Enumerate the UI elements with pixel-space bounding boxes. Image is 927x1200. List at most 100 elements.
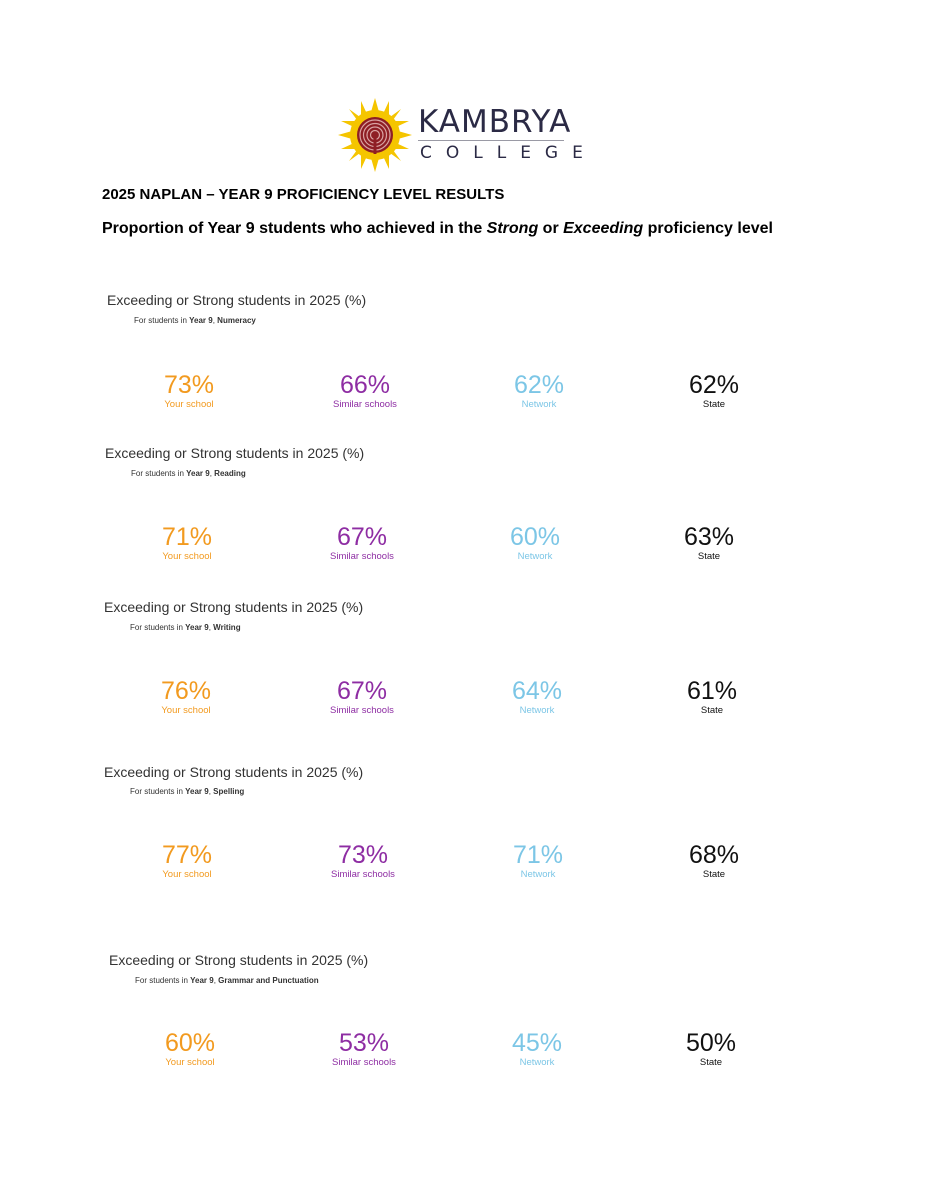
metric-value: 60% — [509, 523, 561, 551]
metric-label: Similar schools — [333, 399, 397, 410]
metric-value: 66% — [339, 371, 391, 399]
metric-value: 67% — [336, 677, 388, 705]
section-year: Year 9 — [189, 316, 213, 325]
section-subtitle-prefix: For students in — [131, 469, 187, 478]
section-domain: Spelling — [213, 787, 245, 796]
page-subtitle: Proportion of Year 9 students who achiev… — [102, 220, 773, 238]
section-year: Year 9 — [185, 623, 209, 632]
metric-value: 45% — [511, 1029, 563, 1057]
metric-value: 67% — [336, 523, 388, 551]
subtitle-or: or — [538, 220, 564, 237]
metric-value: 53% — [338, 1029, 390, 1057]
metric-state: 68% State — [639, 841, 789, 881]
metric-label: State — [702, 399, 726, 410]
section-title: Exceeding or Strong students in 2025 (%) — [109, 952, 369, 968]
metric-network: 60% Network — [460, 523, 610, 563]
section-title: Exceeding or Strong students in 2025 (%) — [104, 764, 364, 780]
metric-your-school: 77% Your school — [112, 841, 262, 881]
section-domain: Grammar and Punctuation — [218, 976, 319, 985]
college-logo: KAMBRYA COLLEGE — [338, 98, 583, 172]
metric-label: State — [702, 869, 726, 880]
metric-value: 62% — [688, 371, 740, 399]
metric-value: 73% — [337, 841, 389, 869]
metric-similar-schools: 67% Similar schools — [287, 677, 437, 717]
metric-value: 63% — [683, 523, 735, 551]
logo-wordmark: KAMBRYA — [418, 104, 572, 140]
result-section-reading: Exceeding or Strong students in 2025 (%)… — [0, 445, 927, 585]
section-subtitle-prefix: For students in — [130, 623, 186, 632]
metric-value: 64% — [511, 677, 563, 705]
metric-your-school: 71% Your school — [112, 523, 262, 563]
section-domain: Numeracy — [217, 316, 256, 325]
section-title: Exceeding or Strong students in 2025 (%) — [104, 599, 364, 615]
section-subtitle: For students in Year 9, Spelling — [130, 787, 245, 796]
metric-label: Your school — [164, 399, 214, 410]
section-subtitle-prefix: For students in — [134, 316, 190, 325]
metric-label: State — [699, 1057, 723, 1068]
subtitle-strong: Strong — [486, 220, 539, 237]
section-year: Year 9 — [185, 787, 209, 796]
metric-value: 76% — [160, 677, 212, 705]
metric-value: 50% — [685, 1029, 737, 1057]
section-subtitle-prefix: For students in — [135, 976, 191, 985]
result-section-numeracy: Exceeding or Strong students in 2025 (%)… — [0, 292, 927, 432]
section-subtitle: For students in Year 9, Grammar and Punc… — [135, 976, 319, 985]
metric-label: Your school — [162, 869, 212, 880]
metric-label: State — [700, 705, 724, 716]
section-subtitle: For students in Year 9, Reading — [131, 469, 246, 478]
result-section-writing: Exceeding or Strong students in 2025 (%)… — [0, 599, 927, 739]
metric-your-school: 73% Your school — [114, 371, 264, 411]
metric-value: 77% — [161, 841, 213, 869]
metric-value: 73% — [163, 371, 215, 399]
result-section-grammar-punctuation: Exceeding or Strong students in 2025 (%)… — [0, 952, 927, 1092]
metric-network: 62% Network — [464, 371, 614, 411]
metric-label: Network — [521, 399, 557, 410]
logo-divider — [418, 140, 564, 141]
metric-state: 50% State — [636, 1029, 786, 1069]
metric-your-school: 76% Your school — [111, 677, 261, 717]
metric-label: Network — [520, 869, 556, 880]
metric-value: 71% — [161, 523, 213, 551]
logo-subtext: COLLEGE — [420, 143, 597, 163]
subtitle-exceeding: Exceeding — [563, 220, 644, 237]
metric-similar-schools: 73% Similar schools — [288, 841, 438, 881]
metric-value: 68% — [688, 841, 740, 869]
metric-network: 64% Network — [462, 677, 612, 717]
subtitle-suffix: proficiency level — [643, 220, 773, 237]
section-year: Year 9 — [190, 976, 214, 985]
metric-label: Similar schools — [330, 705, 394, 716]
section-domain: Reading — [214, 469, 246, 478]
subtitle-prefix: Proportion of Year 9 students who achiev… — [102, 220, 487, 237]
metric-label: State — [697, 551, 721, 562]
metric-state: 62% State — [639, 371, 789, 411]
metric-value: 62% — [513, 371, 565, 399]
metric-your-school: 60% Your school — [115, 1029, 265, 1069]
metric-label: Similar schools — [331, 869, 395, 880]
metric-label: Similar schools — [330, 551, 394, 562]
metric-label: Network — [519, 1057, 555, 1068]
section-domain: Writing — [213, 623, 241, 632]
metric-value: 61% — [686, 677, 738, 705]
metric-value: 71% — [512, 841, 564, 869]
section-title: Exceeding or Strong students in 2025 (%) — [107, 292, 367, 308]
section-subtitle: For students in Year 9, Numeracy — [134, 316, 256, 325]
metric-state: 63% State — [634, 523, 784, 563]
metric-label: Network — [519, 705, 555, 716]
metric-label: Your school — [165, 1057, 215, 1068]
section-title: Exceeding or Strong students in 2025 (%) — [105, 445, 365, 461]
metric-label: Your school — [161, 705, 211, 716]
metric-state: 61% State — [637, 677, 787, 717]
sun-maze-emblem-icon — [338, 98, 412, 172]
metric-similar-schools: 66% Similar schools — [290, 371, 440, 411]
metric-similar-schools: 67% Similar schools — [287, 523, 437, 563]
result-section-spelling: Exceeding or Strong students in 2025 (%)… — [0, 764, 927, 904]
page-title: 2025 NAPLAN – YEAR 9 PROFICIENCY LEVEL R… — [102, 186, 505, 203]
section-subtitle: For students in Year 9, Writing — [130, 623, 241, 632]
metric-label: Your school — [162, 551, 212, 562]
section-subtitle-prefix: For students in — [130, 787, 186, 796]
metric-network: 71% Network — [463, 841, 613, 881]
metric-label: Similar schools — [332, 1057, 396, 1068]
metric-label: Network — [517, 551, 553, 562]
section-year: Year 9 — [186, 469, 210, 478]
metric-similar-schools: 53% Similar schools — [289, 1029, 439, 1069]
